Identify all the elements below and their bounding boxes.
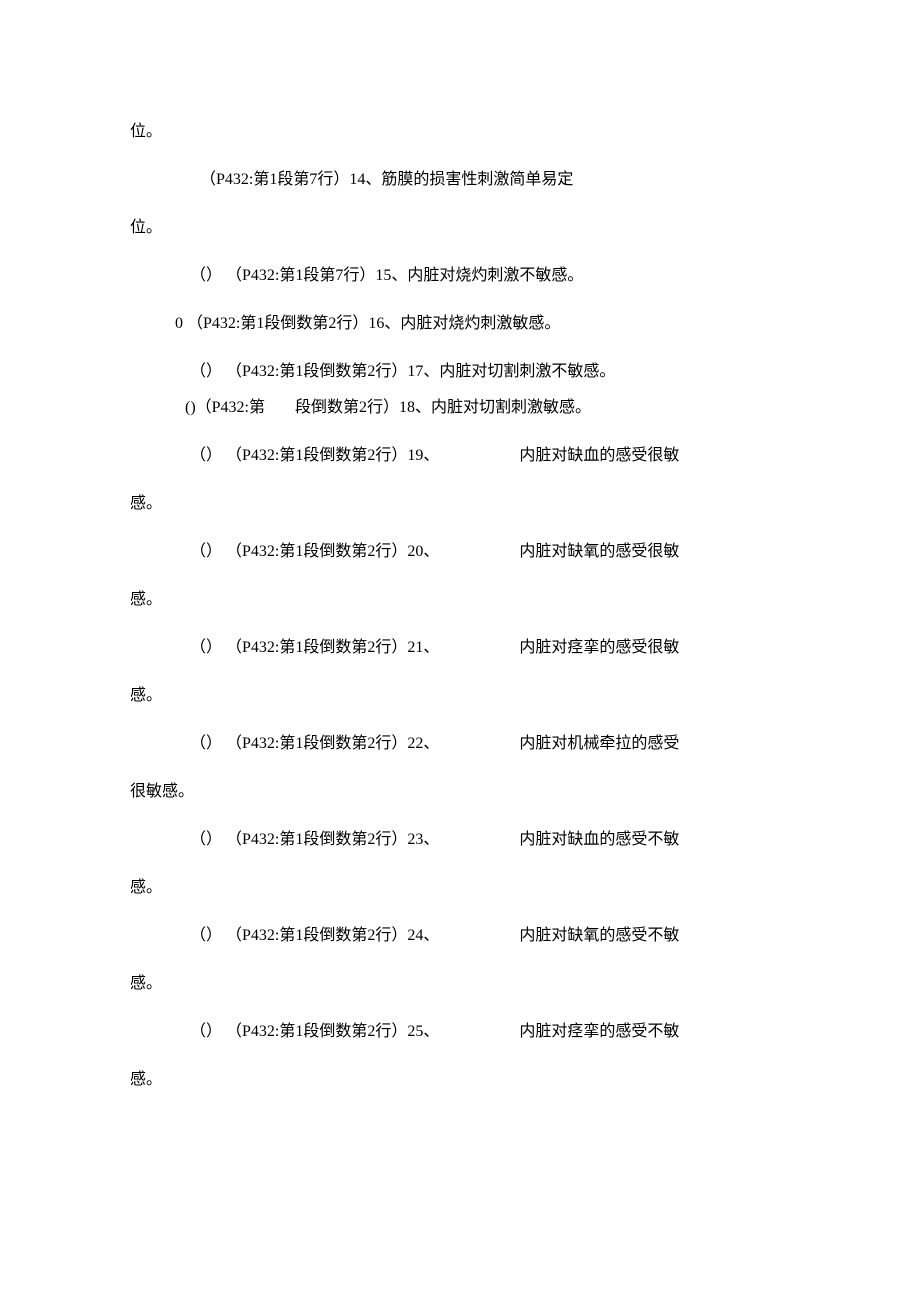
line-pre: （） （P432:第1段倒数第2行）23、: [190, 831, 439, 848]
text-line: （） （P432:第1段倒数第2行）21、 内脏对痉挛的感受很敏: [190, 636, 790, 660]
text-line: （） （P432:第1段倒数第2行）20、 内脏对缺氧的感受很敏: [190, 540, 790, 564]
line-text: 感。: [130, 591, 162, 608]
text-line: 感。: [130, 588, 790, 612]
text-line: （） （P432:第1段倒数第2行）17、内脏对切割刺激不敏感。: [190, 360, 790, 384]
line-pre: （） （P432:第1段倒数第2行）20、: [190, 543, 439, 560]
text-line: 很敏感。: [130, 780, 790, 804]
line-pre: （） （P432:第1段倒数第2行）25、: [190, 1023, 439, 1040]
line-post: 内脏对缺血的感受不敏: [519, 831, 679, 848]
line-text: （） （P432:第1段倒数第2行）17、内脏对切割刺激不敏感。: [190, 363, 615, 380]
line-text: 位。: [130, 123, 162, 140]
line-text: 位。: [130, 219, 162, 236]
line-text: 感。: [130, 687, 162, 704]
text-line: （P432:第1段第7行）14、筋膜的损害性刺激简单易定: [200, 168, 790, 192]
line-text: 感。: [130, 1071, 162, 1088]
line-post: 内脏对痉挛的感受很敏: [519, 639, 679, 656]
line-mid: 段倒数第2行）18、内脏对切割刺激敏感。: [295, 399, 591, 416]
text-line: （） （P432:第1段倒数第2行）22、 内脏对机械牵拉的感受: [190, 732, 790, 756]
document-body: 位。（P432:第1段第7行）14、筋膜的损害性刺激简单易定位。（） （P432…: [130, 120, 790, 1092]
text-line: 感。: [130, 972, 790, 996]
line-post: 内脏对缺氧的感受很敏: [519, 543, 679, 560]
line-text: 感。: [130, 879, 162, 896]
line-text: 感。: [130, 495, 162, 512]
line-pre: （） （P432:第1段倒数第2行）21、: [190, 639, 439, 656]
line-post: 内脏对痉挛的感受不敏: [519, 1023, 679, 1040]
line-pre: （） （P432:第1段倒数第2行）19、: [190, 447, 439, 464]
line-pre: （） （P432:第1段倒数第2行）24、: [190, 927, 439, 944]
line-post: 内脏对机械牵拉的感受: [519, 735, 679, 752]
line-pre: （） （P432:第1段倒数第2行）22、: [190, 735, 439, 752]
text-line: 感。: [130, 492, 790, 516]
text-line: （） （P432:第1段倒数第2行）24、 内脏对缺氧的感受不敏: [190, 924, 790, 948]
text-line: 感。: [130, 876, 790, 900]
line-text: 感。: [130, 975, 162, 992]
text-line: ()（P432:第 段倒数第2行）18、内脏对切割刺激敏感。: [185, 396, 790, 420]
text-line: 位。: [130, 216, 790, 240]
line-text: （P432:第1段第7行）14、筋膜的损害性刺激简单易定: [200, 171, 573, 188]
line-text: 很敏感。: [130, 783, 194, 800]
line-post: 内脏对缺血的感受很敏: [519, 447, 679, 464]
text-line: （） （P432:第1段倒数第2行）23、 内脏对缺血的感受不敏: [190, 828, 790, 852]
line-text: （） （P432:第1段第7行）15、内脏对烧灼刺激不敏感。: [190, 267, 583, 284]
text-line: （） （P432:第1段第7行）15、内脏对烧灼刺激不敏感。: [190, 264, 790, 288]
text-line: （） （P432:第1段倒数第2行）19、 内脏对缺血的感受很敏: [190, 444, 790, 468]
line-post: 内脏对缺氧的感受不敏: [519, 927, 679, 944]
text-line: 感。: [130, 684, 790, 708]
text-line: 位。: [130, 120, 790, 144]
line-pre: ()（P432:第: [185, 399, 265, 416]
line-text: 0 （P432:第1段倒数第2行）16、内脏对烧灼刺激敏感。: [175, 315, 560, 332]
text-line: 0 （P432:第1段倒数第2行）16、内脏对烧灼刺激敏感。: [175, 312, 790, 336]
text-line: （） （P432:第1段倒数第2行）25、 内脏对痉挛的感受不敏: [190, 1020, 790, 1044]
text-line: 感。: [130, 1068, 790, 1092]
